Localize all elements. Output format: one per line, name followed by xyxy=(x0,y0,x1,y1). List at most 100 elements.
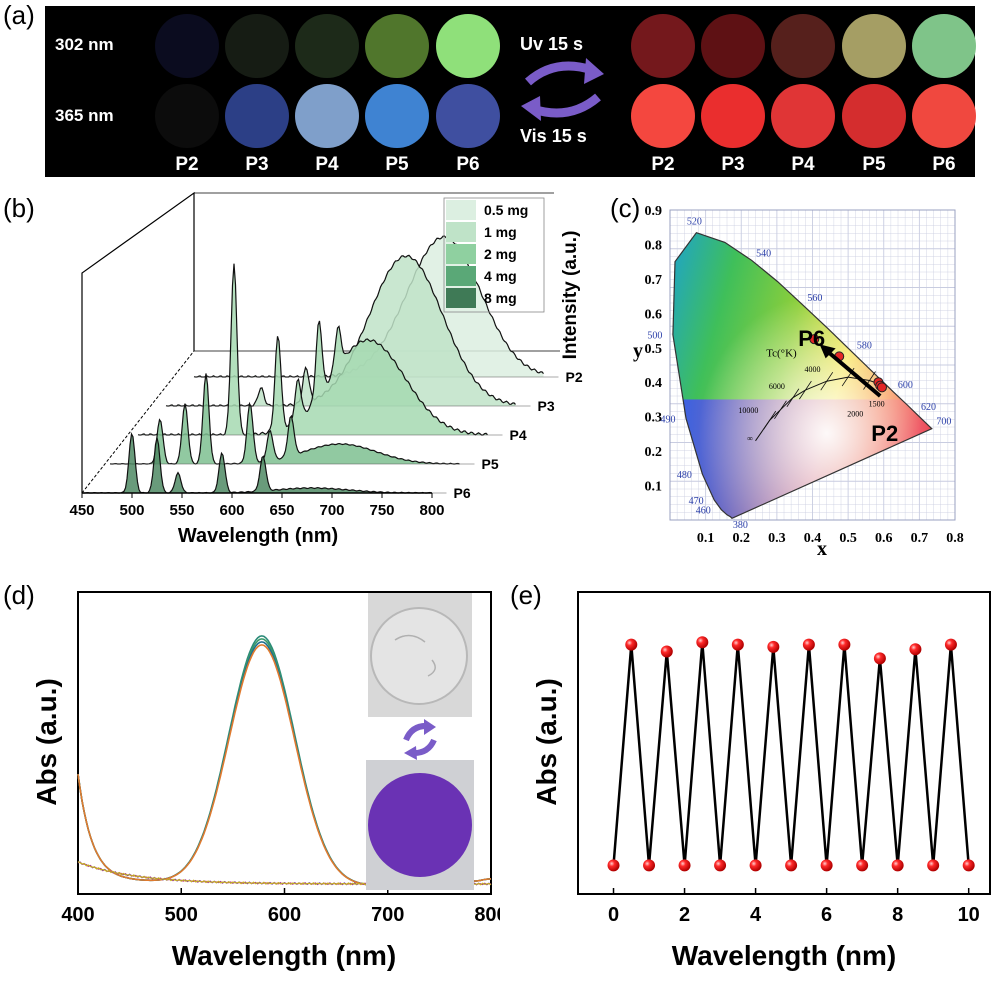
e-x-tick-label: 4 xyxy=(750,904,762,926)
e-x-tick-label: 2 xyxy=(679,904,690,926)
e-data-point xyxy=(696,636,709,649)
b-floor-left-edge xyxy=(81,350,195,494)
c-isotherm xyxy=(786,388,800,407)
c-locus-label: 560 xyxy=(807,293,822,304)
c-x-tick-label: 0.2 xyxy=(733,531,751,546)
c-isotherm xyxy=(799,380,812,400)
b-legend-swatch xyxy=(446,288,476,308)
c-locus-label: 380 xyxy=(733,520,748,531)
c-data-point xyxy=(876,382,887,393)
e-ylabel: Abs (a.u.) xyxy=(531,678,562,806)
c-locus-label: 460 xyxy=(696,506,711,517)
sample-label: P3 xyxy=(721,154,744,175)
film-disc xyxy=(155,14,219,78)
b-x-tick-label: 450 xyxy=(69,502,94,519)
c-y-tick-label: 0.2 xyxy=(645,445,663,460)
e-data-point xyxy=(749,859,762,872)
film-disc xyxy=(842,84,906,148)
panel-c-cie-diagram: 0.1 0.2 0.3 0.4 0.5 0.6 0.7 0.8 0.1 0.2 0.3 0.4 0.5 0… xyxy=(633,204,964,555)
b-series-fill xyxy=(166,255,516,406)
e-data-point xyxy=(927,859,940,872)
c-end-label: P6 xyxy=(798,326,825,351)
e-x-tick-label: 0 xyxy=(608,904,619,926)
c-isotherm xyxy=(774,400,787,419)
d-x-tick-label: 400 xyxy=(61,904,94,926)
e-data-point xyxy=(714,859,727,872)
c-y-tick-label: 0.4 xyxy=(645,376,663,391)
e-data-point xyxy=(785,859,798,872)
film-disc xyxy=(912,14,976,78)
c-locus-label: 600 xyxy=(898,380,913,391)
film-disc xyxy=(295,14,359,78)
vis-label: Vis 15 s xyxy=(520,126,587,146)
b-legend-label: 0.5 mg xyxy=(484,202,528,218)
b-legend-swatch xyxy=(446,244,476,264)
b-legend-swatch xyxy=(446,266,476,286)
c-arrow-shaft xyxy=(821,346,882,398)
uv-label: Uv 15 s xyxy=(520,34,583,54)
b-depth-label: P2 xyxy=(566,369,583,385)
e-data-point xyxy=(891,859,904,872)
c-locus-label: 480 xyxy=(677,470,692,481)
c-isotherm xyxy=(763,410,777,430)
e-plot-frame xyxy=(577,591,991,895)
c-locus-label: 470 xyxy=(689,496,704,507)
e-data-point xyxy=(838,638,851,651)
c-cct-label: 2000 xyxy=(847,410,863,419)
c-y-tick-label: 0.8 xyxy=(645,238,663,253)
c-arrow-head xyxy=(819,344,836,359)
e-x-tick-label: 8 xyxy=(892,904,903,926)
e-x-tick-label: 10 xyxy=(958,904,980,926)
d-inset-colored-disc xyxy=(368,773,472,877)
b-depth-label: P6 xyxy=(454,485,471,501)
b-depth-label: P3 xyxy=(538,398,555,414)
e-data-point xyxy=(767,640,780,653)
c-locus-label: 500 xyxy=(647,331,662,342)
c-locus-outline xyxy=(672,231,933,520)
c-x-tick-label: 0.1 xyxy=(697,531,715,546)
b-ylabel: Intensity (a.u.) xyxy=(560,231,581,360)
d-inset-photos xyxy=(366,593,474,890)
c-data-point xyxy=(809,334,820,345)
e-data-point xyxy=(820,859,833,872)
cycle-arrows-icon xyxy=(521,58,604,121)
c-y-tick-label: 0.5 xyxy=(645,342,663,357)
film-disc xyxy=(771,84,835,148)
c-x-tick-label: 0.8 xyxy=(946,531,964,546)
film-disc xyxy=(225,14,289,78)
c-locus-label: 620 xyxy=(921,402,936,413)
c-cct-label: 4000 xyxy=(805,365,821,374)
c-y-tick-label: 0.1 xyxy=(645,480,663,495)
c-isotherm xyxy=(863,371,876,390)
e-data-point xyxy=(643,859,656,872)
b-depth-label: P4 xyxy=(510,427,527,443)
d-xlabel: Wavelength (nm) xyxy=(172,940,397,971)
c-xlabel: x xyxy=(817,538,827,555)
b-legend-swatch xyxy=(446,222,476,242)
b-legend-label: 4 mg xyxy=(484,268,517,284)
e-data-point xyxy=(625,638,638,651)
e-data-point xyxy=(944,638,957,651)
d-ylabel: Abs (a.u.) xyxy=(31,678,62,806)
c-x-tick-label: 0.5 xyxy=(839,531,857,546)
b-x-tick-label: 650 xyxy=(269,502,294,519)
panel-b-letter: (b) xyxy=(3,193,35,223)
b-legend-box xyxy=(443,197,545,313)
c-isotherm xyxy=(820,371,834,391)
c-locus-label: 700 xyxy=(936,417,951,428)
sample-label: P6 xyxy=(932,154,955,175)
b-x-tick-label: 800 xyxy=(419,502,444,519)
film-disc xyxy=(701,14,765,78)
e-data-point xyxy=(856,859,869,872)
e-data-point xyxy=(607,859,620,872)
b-x-tick-label: 600 xyxy=(219,502,244,519)
sample-label: P2 xyxy=(651,154,674,175)
c-plot-frame xyxy=(669,209,956,521)
b-back-frame xyxy=(81,191,195,493)
e-data-point xyxy=(909,643,922,656)
sample-label: P5 xyxy=(385,154,409,175)
b-x-tick-label: 750 xyxy=(369,502,394,519)
d-x-tick-label: 700 xyxy=(371,904,404,926)
c-x-tick-label: 0.4 xyxy=(804,531,822,546)
e-x-tick-label: 6 xyxy=(821,904,832,926)
